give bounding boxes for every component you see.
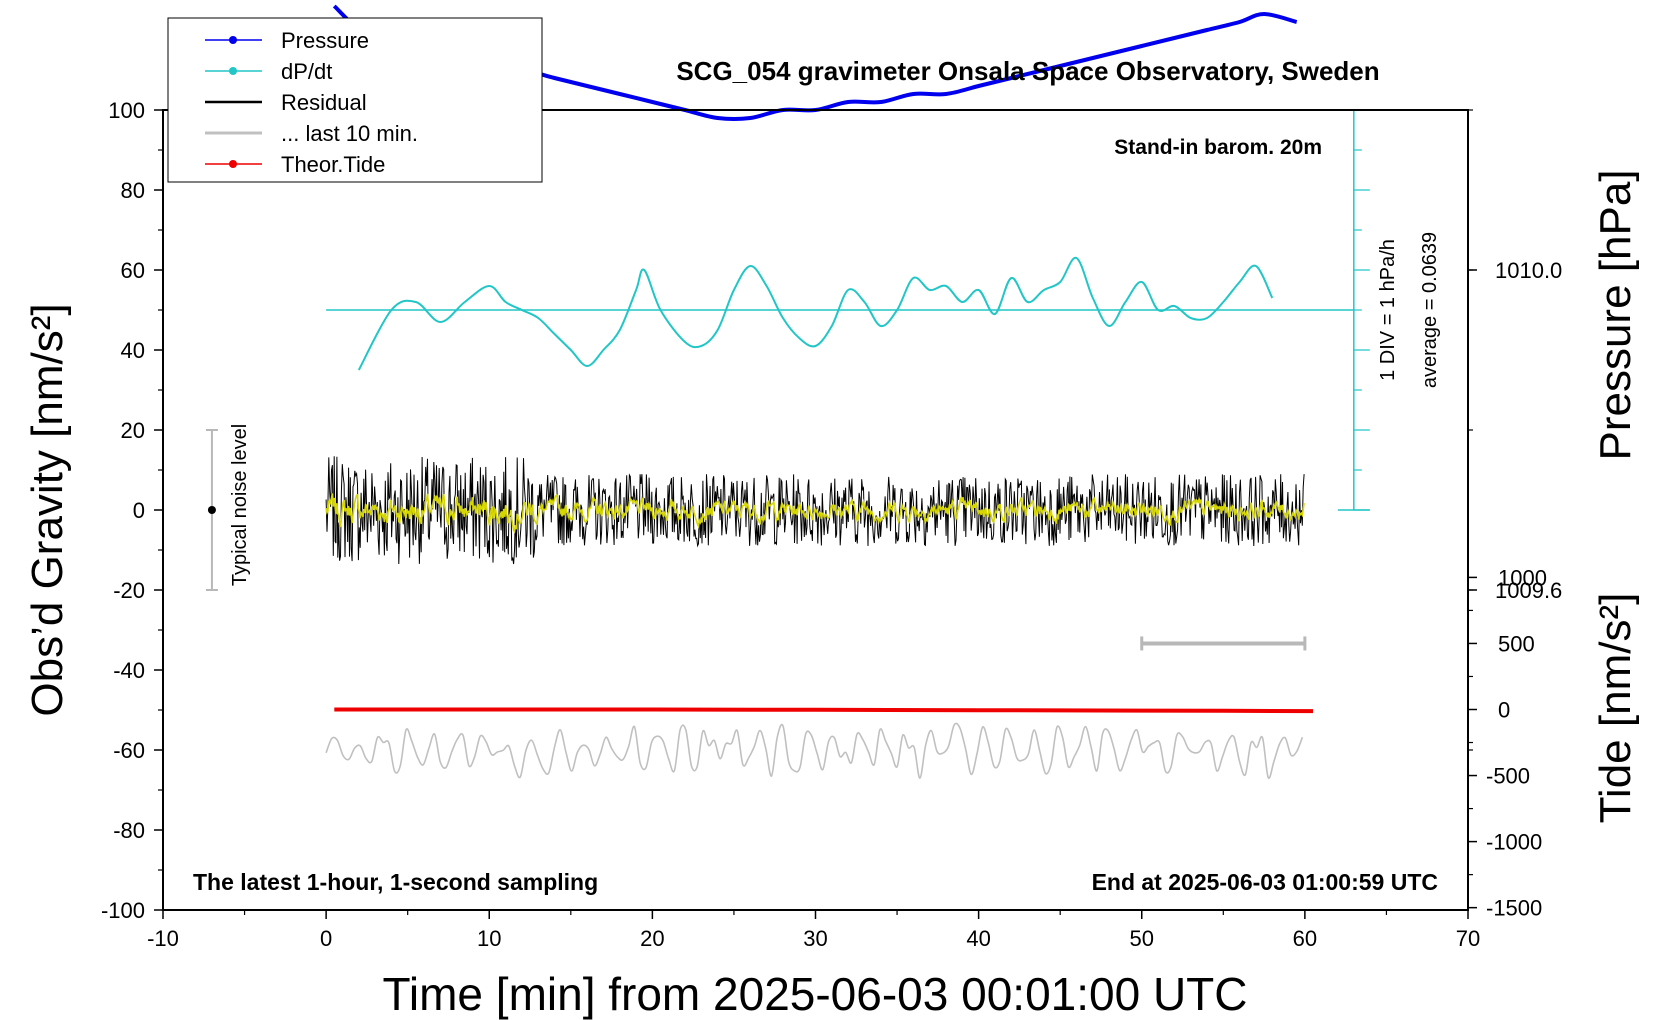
y-tick-label: 100 bbox=[108, 98, 145, 123]
pressure-axis-label: Pressure [hPa] bbox=[1591, 169, 1640, 460]
x-tick-label: 60 bbox=[1293, 926, 1317, 951]
last10-line bbox=[325, 722, 1304, 779]
chart-title: SCG_054 gravimeter Onsala Space Observat… bbox=[676, 56, 1379, 86]
x-tick-label: 30 bbox=[803, 926, 827, 951]
tide-tick-label: -1000 bbox=[1486, 830, 1542, 855]
y-tick-label: 40 bbox=[121, 338, 145, 363]
noise-bar-center bbox=[207, 506, 216, 514]
legend-label: Residual bbox=[281, 90, 367, 115]
tide-line bbox=[334, 707, 1314, 714]
y-tick-label: -20 bbox=[113, 578, 145, 603]
y-axis-label: Obs’d Gravity [nm/s²] bbox=[23, 303, 72, 716]
latest-note: The latest 1-hour, 1-second sampling bbox=[193, 869, 598, 895]
tide-tick-label: -1500 bbox=[1486, 896, 1542, 921]
dpdt-scale-label: 1 DIV = 1 hPa/h bbox=[1377, 239, 1399, 381]
legend: Pressure dP/dt Residual ... last 10 min. The… bbox=[167, 17, 543, 183]
x-tick-label: 50 bbox=[1130, 926, 1154, 951]
pressure-tick-label: 1009.6 bbox=[1495, 578, 1562, 603]
x-tick-label: 10 bbox=[477, 926, 501, 951]
tide-tick-label: 500 bbox=[1498, 631, 1535, 656]
y-tick-label: -60 bbox=[113, 738, 145, 763]
dpdt-average-label: average = 0.0639 bbox=[1419, 232, 1441, 388]
y-tick-label: -40 bbox=[113, 658, 145, 683]
noise-label: Typical noise level bbox=[229, 424, 251, 586]
dpdt-line bbox=[357, 256, 1274, 371]
tide-tick-label: -500 bbox=[1486, 764, 1530, 789]
y-tick-label: 60 bbox=[121, 258, 145, 283]
x-tick-label: -10 bbox=[147, 926, 179, 951]
tide-tick-label: 1000 bbox=[1498, 565, 1547, 590]
y-tick-label: 20 bbox=[121, 418, 145, 443]
legend-label: dP/dt bbox=[281, 59, 332, 84]
pressure-tick-label: 1010.0 bbox=[1495, 258, 1562, 283]
legend-box bbox=[167, 17, 543, 183]
x-tick-label: 70 bbox=[1456, 926, 1480, 951]
tide-axis-label: Tide [nm/s²] bbox=[1591, 593, 1640, 824]
y-tick-label: 80 bbox=[121, 178, 145, 203]
legend-label: ... last 10 min. bbox=[281, 121, 418, 146]
end-note: End at 2025-06-03 01:00:59 UTC bbox=[1092, 869, 1438, 895]
legend-marker bbox=[229, 67, 237, 75]
y-tick-label: -80 bbox=[113, 818, 145, 843]
x-axis-label: Time [min] from 2025-06-03 00:01:00 UTC bbox=[383, 968, 1248, 1020]
barometer-note: Stand-in barom. 20m bbox=[1114, 136, 1322, 159]
y-tick-label: 0 bbox=[133, 498, 145, 523]
y-tick-label: -100 bbox=[101, 898, 145, 923]
x-tick-label: 20 bbox=[640, 926, 664, 951]
tide-tick-label: 0 bbox=[1498, 698, 1510, 723]
legend-label: Theor.Tide bbox=[281, 152, 385, 177]
legend-marker bbox=[229, 160, 237, 168]
residual-smooth-line bbox=[325, 493, 1305, 534]
legend-label: Pressure bbox=[281, 28, 369, 53]
legend-marker bbox=[229, 36, 237, 44]
axes-layer: -10 0 10 20 30 40 50 60 70100806040200-20-40-60-… bbox=[101, 98, 1562, 951]
x-tick-label: 40 bbox=[966, 926, 990, 951]
x-tick-label: 0 bbox=[320, 926, 332, 951]
residual-line bbox=[325, 456, 1305, 565]
